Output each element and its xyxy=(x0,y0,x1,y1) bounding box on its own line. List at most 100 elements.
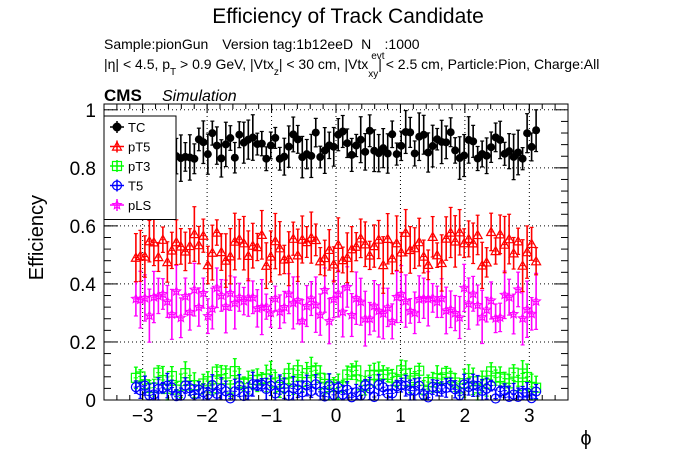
point-marker xyxy=(485,294,497,306)
point-marker xyxy=(242,250,254,261)
point-marker xyxy=(157,233,169,244)
legend-label: TC xyxy=(128,120,145,135)
point-marker xyxy=(311,128,320,137)
point-marker xyxy=(190,154,199,163)
point-marker xyxy=(229,297,241,308)
point-marker xyxy=(166,308,178,320)
legend: TC pT5 pT3 T5 pLS xyxy=(103,115,177,220)
point-marker xyxy=(257,139,266,148)
point-marker xyxy=(386,252,398,263)
point-marker xyxy=(256,301,268,312)
point-marker xyxy=(332,287,344,299)
point-marker xyxy=(337,254,349,265)
chart-title: Efficiency of Track Candidate xyxy=(212,5,484,28)
point-marker xyxy=(283,287,295,299)
point-marker xyxy=(469,137,478,146)
point-marker xyxy=(211,281,223,293)
cut-rest: | < 2.5 cm, Particle:Pion, Charge:All xyxy=(378,56,599,72)
point-marker xyxy=(489,312,502,324)
point-marker xyxy=(364,312,376,324)
point-marker xyxy=(498,288,511,300)
point-marker xyxy=(175,240,187,251)
point-marker xyxy=(152,251,164,262)
point-marker xyxy=(247,291,259,303)
point-marker xyxy=(278,301,290,312)
point-marker xyxy=(373,233,385,244)
point-marker xyxy=(355,232,367,243)
point-marker xyxy=(284,142,293,151)
legend-entry-t5: T5 xyxy=(110,179,143,194)
point-marker xyxy=(428,142,437,151)
point-marker xyxy=(323,244,335,255)
point-marker xyxy=(193,239,205,250)
simulation-label: Simulation xyxy=(162,88,237,105)
point-marker xyxy=(410,149,419,158)
y-tick-label: 1 xyxy=(85,101,96,122)
point-marker xyxy=(512,235,524,246)
point-marker xyxy=(287,232,299,243)
y-tick-label: 0.6 xyxy=(70,217,96,238)
point-marker xyxy=(382,301,394,313)
point-marker xyxy=(175,311,187,323)
point-marker xyxy=(301,300,313,311)
point-marker xyxy=(485,226,497,237)
point-marker xyxy=(226,134,235,143)
point-marker xyxy=(292,249,304,260)
point-marker xyxy=(220,300,232,312)
point-marker xyxy=(296,314,308,326)
point-marker xyxy=(287,296,299,308)
point-marker xyxy=(486,380,497,391)
point-marker xyxy=(400,226,412,237)
point-marker xyxy=(494,311,506,323)
point-marker xyxy=(404,305,416,316)
point-marker xyxy=(386,315,398,327)
legend-label: pT3 xyxy=(128,159,150,174)
point-marker xyxy=(262,154,271,163)
point-marker xyxy=(368,299,380,311)
point-marker xyxy=(292,294,304,306)
point-marker xyxy=(467,287,479,299)
point-marker xyxy=(397,141,406,150)
point-marker xyxy=(166,382,177,393)
point-marker xyxy=(467,237,479,248)
point-marker xyxy=(431,249,443,260)
point-marker xyxy=(414,365,425,376)
point-marker xyxy=(111,160,123,172)
point-marker xyxy=(427,231,439,241)
point-marker xyxy=(400,295,412,306)
point-marker xyxy=(494,228,506,239)
point-marker xyxy=(454,311,466,323)
series-pls xyxy=(130,262,542,347)
point-marker xyxy=(392,150,401,159)
legend-entry-pt5: pT5 xyxy=(110,140,150,155)
point-marker xyxy=(229,235,241,246)
point-marker xyxy=(329,142,338,151)
point-marker xyxy=(235,130,244,139)
point-marker xyxy=(271,133,280,142)
point-marker xyxy=(521,246,533,257)
point-marker xyxy=(388,130,397,139)
point-marker xyxy=(516,312,529,324)
point-marker xyxy=(179,245,191,256)
point-marker xyxy=(111,199,123,210)
point-marker xyxy=(419,130,428,139)
point-marker xyxy=(251,241,263,252)
y-tick-label: 0 xyxy=(85,391,96,412)
point-marker xyxy=(521,303,533,315)
point-marker xyxy=(111,180,123,191)
point-marker xyxy=(531,386,542,397)
point-marker xyxy=(170,236,182,247)
nevt-subscript: evt xyxy=(371,51,385,62)
point-marker xyxy=(269,235,281,246)
point-marker xyxy=(369,391,380,403)
point-marker xyxy=(157,288,169,299)
point-marker xyxy=(406,128,415,137)
y-tick-label: 0.4 xyxy=(70,275,97,296)
point-marker xyxy=(233,233,245,244)
point-marker xyxy=(197,229,209,240)
point-marker xyxy=(356,135,365,144)
point-marker xyxy=(496,135,505,144)
point-marker xyxy=(472,229,484,240)
point-marker xyxy=(341,251,353,262)
point-marker xyxy=(373,304,385,316)
